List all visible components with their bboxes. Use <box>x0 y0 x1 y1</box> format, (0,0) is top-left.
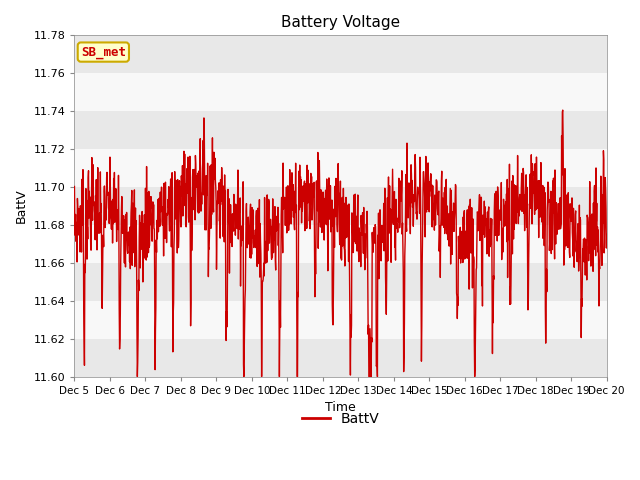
X-axis label: Time: Time <box>325 401 356 414</box>
Bar <box>74 301 607 339</box>
Title: Battery Voltage: Battery Voltage <box>281 15 400 30</box>
Bar <box>74 225 607 263</box>
Bar <box>74 339 607 377</box>
Bar <box>74 36 607 73</box>
Bar <box>74 111 607 149</box>
Bar <box>74 263 607 301</box>
Y-axis label: BattV: BattV <box>15 189 28 223</box>
Bar <box>74 149 607 187</box>
Text: SB_met: SB_met <box>81 46 126 59</box>
Bar <box>74 73 607 111</box>
Legend: BattV: BattV <box>296 406 385 431</box>
Bar <box>74 187 607 225</box>
